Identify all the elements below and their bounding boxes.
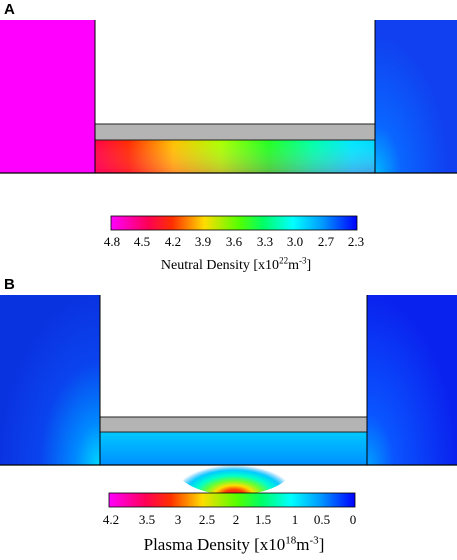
colorbar-a-tick-8: 2.3 (347, 234, 365, 249)
colorbar-a-tick-5: 3.3 (256, 234, 274, 249)
panel-a-left-wall (0, 20, 95, 173)
colorbar-b-tick-0: 4.2 (102, 512, 120, 527)
colorbar-a-title: Neutral Density [x1022m-3] (160, 255, 312, 273)
colorbar-b-tick-6: 1 (291, 512, 299, 527)
colorbar-b-tick-7: 0.5 (313, 512, 331, 527)
colorbar-b-tick-4: 2 (232, 512, 240, 527)
colorbar-b-tick-3: 2.5 (198, 512, 216, 527)
colorbar-a-tick-2: 4.2 (164, 234, 182, 249)
colorbar-a-tick-0: 4.8 (103, 234, 121, 249)
panel-b-right-wall (367, 295, 457, 465)
colorbar-a-tick-6: 3.0 (286, 234, 304, 249)
colorbar-a-tick-1: 4.5 (133, 234, 151, 249)
panel-b-label: B (4, 276, 15, 293)
colorbar-a-tick-4: 3.6 (225, 234, 243, 249)
colorbar-b-title: Plasma Density [x1018m-3] (143, 534, 325, 554)
panel-a-right-wall (375, 20, 457, 173)
colorbar-b-tick-1: 3.5 (138, 512, 156, 527)
panel-b-plate (99, 416, 368, 433)
colorbar-b-tick-8: 0 (349, 512, 357, 527)
colorbar-a-tick-3: 3.9 (194, 234, 212, 249)
panel-a-plate (94, 123, 376, 141)
colorbar-a-tick-7: 2.7 (317, 234, 335, 249)
panel-a-plot (0, 20, 457, 174)
panel-b-plot (0, 295, 457, 495)
panel-b-left-wall (0, 295, 100, 465)
panel-a-label: A (4, 1, 15, 18)
colorbar-b-tick-5: 1.5 (254, 512, 272, 527)
panel-b-colorbar (108, 492, 356, 508)
panel-a-colorbar (110, 215, 358, 231)
colorbar-b-tick-2: 3 (174, 512, 182, 527)
